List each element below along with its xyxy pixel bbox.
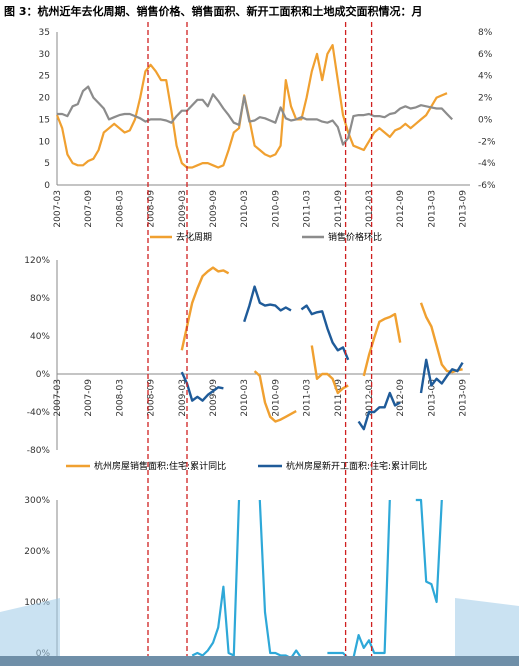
chart-1-series-line-1 [57, 85, 453, 146]
chart-2-x-tick: 2008-03 [115, 379, 125, 417]
chart-1-legend-label: 去化周期 [176, 231, 212, 243]
chart-1-y-right-tick: 6% [478, 50, 493, 60]
chart-3-y-tick: 200% [24, 547, 50, 557]
chart-2-y-tick: -40% [27, 408, 51, 418]
chart-1-x-tick: 2013-03 [427, 190, 437, 228]
chart-3-y-tick: 100% [24, 598, 50, 608]
decor-right-wedge [455, 598, 519, 666]
chart-2-x-tick: 2013-09 [459, 379, 469, 417]
chart-1-y-left-tick: 25 [39, 72, 50, 82]
chart-1-x-tick: 2012-09 [396, 190, 406, 228]
reference-lines [147, 22, 373, 664]
chart-1-x-tick: 2010-03 [240, 190, 250, 228]
chart-1-x-tick: 2013-09 [459, 190, 469, 228]
decor-bottom-band [0, 656, 519, 666]
figure-title: 图 3：杭州近年去化周期、销售价格、销售面积、新开工面积和土地成交面积情况：月 [4, 5, 423, 18]
bottom-decoration [0, 598, 519, 666]
chart-1-x-tick: 2007-03 [53, 190, 63, 228]
chart-1-legend-label: 销售价格环比 [328, 231, 382, 243]
chart-1-y-right-tick: 0% [478, 115, 493, 125]
chart-1-y-left-tick: 5 [44, 159, 50, 169]
chart-2-x-tick: 2009-09 [209, 379, 219, 417]
chart-1-y-right-tick: 4% [478, 72, 493, 82]
chart-1-y-right-tick: 2% [478, 94, 493, 104]
chart-1-y-left-tick: 15 [39, 115, 50, 125]
chart-2-x-tick: 2010-09 [271, 379, 281, 417]
chart-2-y-tick: -80% [27, 446, 51, 456]
decor-left-wedge [0, 598, 60, 666]
chart-1-x-tick: 2007-09 [84, 190, 94, 228]
chart-2-x-tick: 2010-03 [240, 379, 250, 417]
chart-1-y-left-tick: 20 [39, 94, 51, 104]
chart-1-x-tick: 2009-09 [209, 190, 219, 228]
chart-2-x-tick: 2007-03 [53, 379, 63, 417]
chart-2-x-tick: 2012-09 [396, 379, 406, 417]
chart-2-x-tick: 2009-03 [178, 379, 188, 417]
chart-2-legend-label: 杭州房屋销售面积:住宅:累计同比 [94, 460, 226, 472]
chart-2-series-line-1 [180, 285, 464, 431]
chart-1-x-tick: 2011-03 [303, 190, 313, 228]
chart-1-y-right-tick: -4% [478, 159, 496, 169]
chart-2-y-tick: 0% [36, 370, 51, 380]
chart-2-sales-newstart-area: -80% -40% 0% 40% 80% 120% 2007-03 2007-09 2008-0… [24, 256, 470, 472]
chart-2-x-tick: 2007-09 [84, 379, 94, 417]
chart-1-y-right-tick: 8% [478, 28, 493, 38]
chart-1-x-tick: 2010-09 [271, 190, 281, 228]
chart-2-x-tick: 2012-03 [365, 379, 375, 417]
chart-1-y-right-tick: -2% [478, 137, 496, 147]
chart-2-series-line-0 [180, 266, 463, 423]
chart-2-x-tick: 2011-03 [303, 379, 313, 417]
chart-2-x-tick: 2008-09 [147, 379, 157, 417]
chart-2-legend-label: 杭州房屋新开工面积:住宅:累计同比 [286, 460, 427, 472]
chart-2-y-tick: 120% [24, 256, 50, 266]
chart-1-series-line-0 [55, 44, 448, 169]
chart-1-x-tick: 2011-09 [334, 190, 344, 228]
chart-1-y-left-tick: 0 [44, 181, 50, 191]
chart-1-x-tick: 2012-03 [365, 190, 375, 228]
chart-1-x-tick: 2008-09 [147, 190, 157, 228]
chart-2-y-tick: 80% [30, 294, 50, 304]
chart-1-y-left-tick: 35 [39, 28, 50, 38]
chart-1-y-right-tick: -6% [478, 181, 496, 191]
chart-2-x-tick: 2011-09 [334, 379, 344, 417]
chart-3-land-transaction: 0%100%200%300% [24, 496, 443, 664]
chart-2-x-tick: 2013-03 [427, 379, 437, 417]
chart-1-y-left-tick: 30 [39, 50, 51, 60]
chart-2-y-tick: 40% [30, 332, 50, 342]
chart-1-x-tick: 2008-03 [115, 190, 125, 228]
chart-3-series-line-0 [191, 498, 443, 660]
chart-1-supply-cycle-price: 0 5 10 15 20 25 30 35 -6% -4% -2% 0% 2% 4% 6% 8% 2007-03… [39, 28, 496, 243]
chart-1-x-tick: 2009-03 [178, 190, 188, 228]
chart-1-y-left-tick: 10 [39, 137, 51, 147]
chart-3-y-tick: 300% [24, 496, 50, 506]
